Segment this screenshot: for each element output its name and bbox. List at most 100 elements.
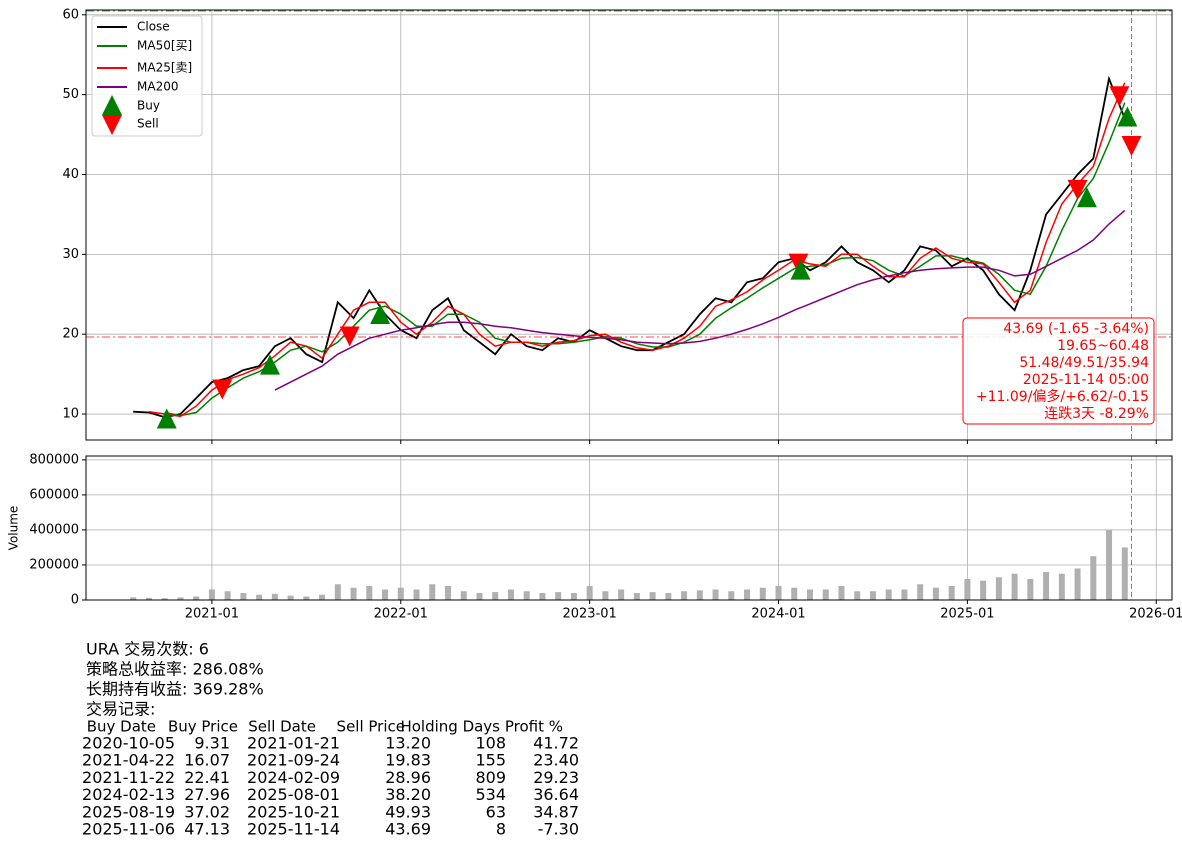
table-cell: 2021-01-21 <box>247 734 340 753</box>
y-tick-label: 30 <box>62 247 79 262</box>
volume-bar <box>161 598 168 600</box>
volume-bar <box>382 589 389 600</box>
buy-marker <box>370 303 391 324</box>
volume-bar <box>445 585 451 600</box>
annotation-line: 19.65~60.48 <box>1057 338 1149 354</box>
legend-swatch <box>102 115 122 135</box>
volume-bar <box>334 584 341 600</box>
x-tick-label: 2024-01 <box>751 607 805 622</box>
volume-bar <box>712 589 719 600</box>
x-tick-label: 2021-01 <box>185 607 239 622</box>
table-cell: 47.13 <box>184 820 230 839</box>
summary-line: URA 交易次数: 6 <box>86 640 209 659</box>
table-cell: 2025-11-14 <box>247 820 340 839</box>
table-cell: 2024-02-09 <box>247 768 340 787</box>
volume-bar <box>854 591 861 600</box>
volume-bar <box>350 587 357 600</box>
volume-bar <box>807 589 813 600</box>
table-cell: 43.69 <box>385 820 431 839</box>
volume-bar <box>696 590 703 600</box>
y-tick-label: 50 <box>62 87 79 102</box>
table-cell: 534 <box>475 785 506 804</box>
table-cell: 34.87 <box>533 802 579 821</box>
table-cell: 37.02 <box>184 802 230 821</box>
volume-bar <box>980 580 987 600</box>
annotation: 43.69 (-1.65 -3.64%)19.65~60.4851.48/49.… <box>962 317 1155 425</box>
price-axes-frame <box>85 9 1173 441</box>
volume-bar <box>145 597 152 600</box>
table-header: Buy Date <box>87 718 156 736</box>
annotation-line: 连跌3天 -8.29% <box>1044 406 1149 422</box>
table-cell: 63 <box>486 802 506 821</box>
table-cell: 2025-10-21 <box>247 802 340 821</box>
volume-axes-frame <box>85 455 1173 601</box>
volume-bar <box>366 585 373 600</box>
volume-bar <box>759 587 766 600</box>
volume-bar <box>177 597 184 600</box>
table-cell: 2021-04-22 <box>82 751 175 770</box>
volume-bar <box>476 592 483 600</box>
table-cell: 38.20 <box>385 785 431 804</box>
volume-bar <box>240 592 247 600</box>
buy-marker <box>259 354 280 375</box>
series-line <box>164 102 1126 417</box>
table-cell: 41.72 <box>533 734 579 753</box>
table-header: Sell Price <box>337 718 405 736</box>
volume-bar <box>256 594 263 600</box>
annotation-line: +11.09/偏多/+6.62/-0.15 <box>976 388 1149 405</box>
volume-bar <box>869 591 876 600</box>
table-cell: 16.07 <box>184 751 230 770</box>
volume-bar <box>539 592 546 600</box>
volume-bar <box>1011 573 1018 600</box>
table-cell: 108 <box>475 734 506 753</box>
table-cell: 9.31 <box>194 734 230 753</box>
volume-bar <box>885 589 892 600</box>
table-header: Profit % <box>505 718 563 736</box>
y-tick-label: 60 <box>62 7 79 22</box>
legend-label: Close <box>137 20 170 34</box>
summary-line: 长期持有收益: 369.28% <box>86 680 264 699</box>
volume-bar <box>413 589 420 600</box>
buy-marker <box>1076 187 1097 208</box>
volume-bar <box>775 585 782 600</box>
table-cell: 36.64 <box>533 785 579 804</box>
table-cell: 2021-09-24 <box>247 751 340 770</box>
volume-bar <box>429 584 436 600</box>
volume-bar <box>523 591 530 600</box>
table-cell: 19.83 <box>385 751 431 770</box>
y-tick-label: 40 <box>62 167 79 182</box>
legend-label: Buy <box>137 99 160 113</box>
volume-bar <box>555 592 562 600</box>
series-line <box>274 209 1126 391</box>
volume-bar <box>570 592 577 600</box>
volume-bar <box>1121 547 1128 600</box>
table-header: Holding Days <box>400 718 500 736</box>
volume-bar <box>948 585 955 600</box>
volume-bar <box>633 592 640 600</box>
annotation-box <box>962 317 1155 425</box>
grid-layer <box>82 10 1172 604</box>
table-cell: 29.23 <box>533 768 579 787</box>
sell-marker <box>1121 136 1142 157</box>
volume-bar <box>744 589 751 600</box>
volume-bar <box>602 591 609 600</box>
volume-bar <box>791 587 798 600</box>
volume-bar <box>822 589 829 600</box>
volume-bar <box>397 587 404 600</box>
legend-label: MA50[买] <box>137 39 192 53</box>
volume-bar <box>649 592 656 600</box>
volume-bar <box>507 589 514 600</box>
volume-bar <box>995 577 1002 600</box>
y-tick-label: 0 <box>71 593 79 608</box>
buy-marker <box>1117 106 1138 127</box>
volume-bar <box>1027 578 1034 600</box>
legend-label: MA25[卖] <box>137 61 192 75</box>
sell-marker <box>339 326 360 347</box>
annotation-line: 2025-11-14 05:00 <box>1023 372 1149 388</box>
volume-bar <box>460 591 467 600</box>
buy-marker <box>156 408 177 429</box>
volume-bar <box>1043 571 1050 600</box>
volume-bar <box>901 589 908 600</box>
